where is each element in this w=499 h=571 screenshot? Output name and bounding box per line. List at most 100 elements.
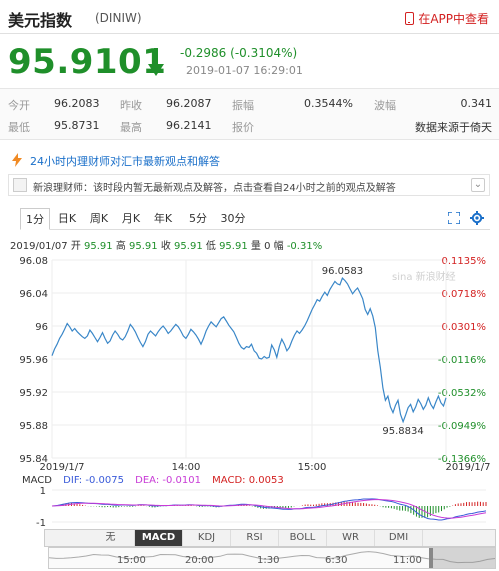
- watermark: sina 新浪财经: [392, 270, 456, 283]
- ohlc-close: 95.91: [174, 241, 203, 252]
- tab-monthly[interactable]: 月K: [121, 212, 141, 225]
- indicator-dmi[interactable]: DMI: [375, 530, 423, 546]
- price-annotation: 96.0583: [322, 266, 363, 277]
- y-tick-label: 95.84: [19, 454, 48, 465]
- ohlc-volume-label: 量: [250, 241, 261, 252]
- stat-volatility-value: 0.341: [460, 97, 493, 110]
- symbol-code: (DINIW): [95, 11, 142, 25]
- ohlc-range-label: 幅: [273, 241, 284, 252]
- macd-title: MACD: [22, 475, 52, 486]
- y-tick-label: 95.96: [19, 355, 48, 366]
- indicator-boll[interactable]: BOLL: [279, 530, 327, 546]
- tab-1min[interactable]: 1分: [20, 208, 50, 230]
- ohlc-high: 95.91: [129, 241, 158, 252]
- ohlc-open: 95.91: [84, 241, 113, 252]
- data-source: 数据来源于倚天: [415, 121, 492, 134]
- stat-prev-close-value: 96.2087: [166, 97, 212, 110]
- y-tick-pct-label: -0.0116%: [438, 355, 486, 366]
- tab-5min[interactable]: 5分: [189, 212, 207, 225]
- scroller-label: 20:00: [185, 555, 214, 566]
- viewpoint-news-item[interactable]: 新浪理财师：该时段内暂无最新观点及解答，点击查看自24小时之前的观点及解答 ⌄: [8, 174, 490, 196]
- current-price: 95.9101: [8, 42, 167, 82]
- chevron-down-icon[interactable]: ⌄: [471, 178, 485, 192]
- stat-amplitude-value: 0.3544%: [304, 97, 353, 110]
- y-tick-label: 95.88: [19, 421, 48, 432]
- y-tick-label: 95.92: [19, 388, 48, 399]
- scroller-label: 1:30: [257, 555, 280, 566]
- stat-high: 最高 96.2141: [120, 119, 212, 135]
- ohlc-range: -0.31%: [286, 241, 323, 252]
- tab-weekly[interactable]: 周K: [89, 212, 109, 225]
- viewpoint-title[interactable]: 24小时内理财师对汇市最新观点和解答: [30, 155, 220, 168]
- stat-high-label: 最高: [120, 121, 142, 134]
- scroller-left-handle[interactable]: [429, 548, 433, 568]
- scroller-window[interactable]: [433, 548, 495, 568]
- stat-quote: 报价: [232, 119, 254, 135]
- open-in-app-link[interactable]: 在APP中查看: [405, 10, 489, 27]
- avatar: [13, 178, 27, 192]
- stat-prev-close-label: 昨收: [120, 99, 142, 112]
- stat-low-value: 95.8731: [54, 119, 100, 132]
- y-tick-pct-label: 0.0718%: [442, 289, 487, 300]
- ohlc-low-label: 低: [205, 241, 216, 252]
- down-arrow-icon: [148, 48, 164, 76]
- viewpoint-news-text: 新浪理财师：该时段内暂无最新观点及解答，点击查看自24小时之前的观点及解答: [33, 183, 396, 194]
- y-tick-pct-label: -0.1366%: [438, 454, 486, 465]
- x-tick-label: 15:00: [298, 462, 327, 473]
- y-tick-label: 96.04: [19, 289, 48, 300]
- price-row: 95.9101 -0.2986 (-0.3104%) 2019-01-07 16…: [8, 40, 488, 84]
- y-tick-pct-label: -0.0532%: [438, 388, 486, 399]
- scroller-label: 15:00: [117, 555, 146, 566]
- indicator-none[interactable]: 无: [87, 530, 135, 546]
- ohlc-close-label: 收: [160, 241, 171, 252]
- stat-low: 最低 95.8731: [8, 119, 100, 135]
- ohlc-readout: 2019/01/07 开 95.91 高 95.91 收 95.91 低 95.…: [10, 237, 322, 252]
- price-chart[interactable]: 96.08 0.1135% 96.04 0.0718% 96 0.0301% 95.96 -0…: [0, 252, 499, 474]
- y-tick-label: 96.08: [19, 256, 48, 267]
- price-change: -0.2986 (-0.3104%): [180, 46, 298, 60]
- gear-icon[interactable]: [470, 211, 484, 225]
- price-line: [51, 277, 447, 424]
- macd-legend: MACD DIF: -0.0075 DEA: -0.0101 MACD: 0.0…: [22, 475, 292, 486]
- indicator-wr[interactable]: WR: [327, 530, 375, 546]
- x-tick-label: 2019/1/7: [40, 462, 85, 473]
- indicator-macd[interactable]: MACD: [135, 530, 183, 546]
- tab-daily[interactable]: 日K: [57, 212, 77, 225]
- ohlc-open-label: 开: [70, 241, 81, 252]
- stat-amplitude: 振幅 0.3544%: [232, 97, 353, 113]
- macd-dea: DEA: -0.0101: [135, 475, 201, 486]
- header-bar: 美元指数 (DINIW) 在APP中查看: [0, 0, 499, 34]
- macd-dea-line: [51, 498, 487, 519]
- tab-yearly[interactable]: 年K: [153, 212, 173, 225]
- scroller-label: 11:00: [393, 555, 422, 566]
- y-tick-label: 96: [35, 322, 48, 333]
- y-tick-pct-label: 0.1135%: [442, 256, 487, 267]
- open-in-app-label: 在APP中查看: [418, 12, 489, 26]
- macd-dif: DIF: -0.0075: [63, 475, 124, 486]
- lightning-icon: [12, 153, 22, 167]
- ohlc-low: 95.91: [219, 241, 248, 252]
- ohlc-volume: 0: [264, 241, 271, 252]
- ohlc-date: 2019/01/07: [10, 241, 68, 252]
- stat-open-value: 96.2083: [54, 97, 100, 110]
- stat-low-label: 最低: [8, 121, 30, 134]
- macd-y-tick: 1: [40, 486, 46, 497]
- indicator-rsi[interactable]: RSI: [231, 530, 279, 546]
- price-annotation: 95.8834: [382, 426, 423, 437]
- ohlc-high-label: 高: [115, 241, 126, 252]
- x-tick-label: 14:00: [172, 462, 201, 473]
- macd-y-tick: -1: [36, 518, 46, 528]
- stat-open-label: 今开: [8, 99, 30, 112]
- time-range-scroller[interactable]: 15:00 20:00 1:30 6:30 11:00: [48, 547, 496, 569]
- stat-open: 今开 96.2083: [8, 97, 100, 113]
- quote-timestamp: 2019-01-07 16:29:01: [186, 64, 303, 77]
- tab-30min[interactable]: 30分: [220, 212, 246, 225]
- stat-prev-close: 昨收 96.2087: [120, 97, 212, 113]
- y-tick-pct-label: 0.0301%: [442, 322, 487, 333]
- macd-value: MACD: 0.0053: [212, 475, 284, 486]
- indicator-kdj[interactable]: KDJ: [183, 530, 231, 546]
- stat-amplitude-label: 振幅: [232, 99, 254, 112]
- fullscreen-icon[interactable]: [448, 212, 460, 224]
- scroller-label: 6:30: [325, 555, 348, 566]
- stat-volatility: 波幅 0.341: [374, 97, 492, 113]
